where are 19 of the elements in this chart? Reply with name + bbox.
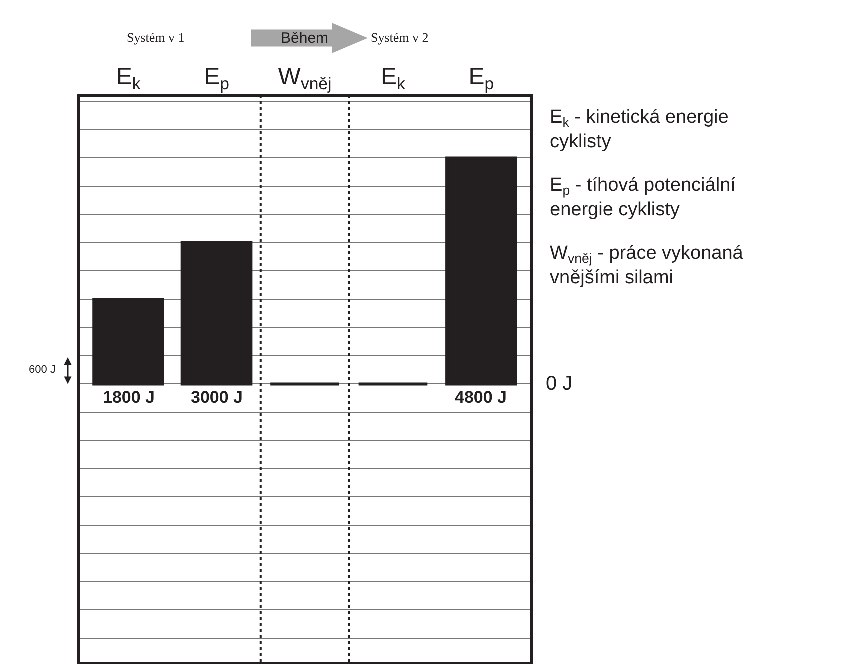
x-tick-label: E$_{p}$ [468,63,494,94]
text: E$_{p}$ - tíhová potenciální energie cyklisty [550,175,737,221]
text: 0 J [546,373,573,395]
text: E$_{k}$ - kinetická energie cyklisty [550,107,729,153]
data-label: 4800 J [455,388,507,407]
data-label: 1800 J [103,388,155,407]
x-tick-label: E$_{k}$ [116,63,142,94]
bar [180,241,253,386]
bar [446,156,518,386]
text: 600 J [29,364,56,376]
x-tick-label: W$_{vněj}$ [278,63,332,94]
data-label: 3000 J [191,388,243,407]
text: Systém v 1 [127,30,185,45]
text: Během [281,30,329,47]
x-tick-label: E$_{p}$ [204,63,230,94]
bar [92,298,164,386]
x-tick-label: E$_{k}$ [381,63,406,94]
text: Systém v 2 [371,30,429,45]
text: W$_{vněj}$ - práce vykonaná vnějšími silami [550,243,744,289]
